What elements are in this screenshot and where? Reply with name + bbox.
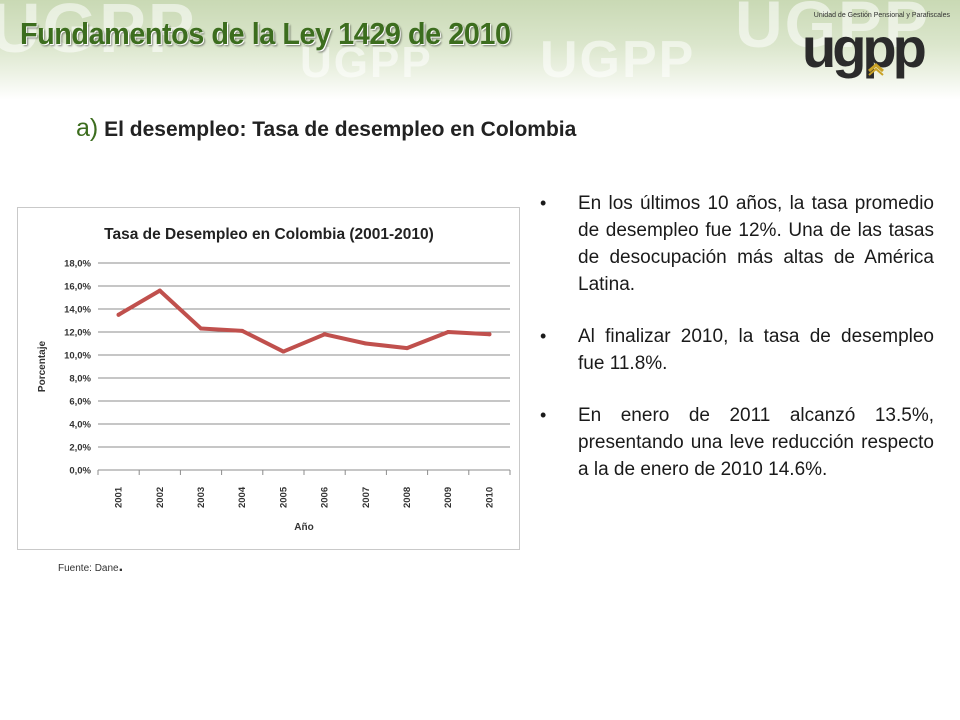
data-point (281, 349, 286, 354)
bullet-icon: • (540, 326, 547, 346)
x-tick-label: 2009 (443, 487, 454, 508)
section-letter: a) (76, 114, 99, 142)
series-line (116, 288, 492, 354)
data-point (199, 326, 203, 331)
y-tick-label: 8,0% (69, 374, 91, 385)
x-tick-label: 2006 (320, 487, 331, 508)
bullet-item: • En enero de 2011 alcanzó 13.5%, present… (540, 402, 934, 483)
source-text: Fuente: Dane (58, 563, 119, 574)
y-tick-label: 14,0% (64, 305, 91, 316)
y-tick-label: 0,0% (69, 466, 91, 477)
section-subtitle: a) El desempleo: Tasa de desempleo en Co… (76, 114, 576, 143)
data-point (446, 330, 451, 334)
y-tick-label: 18,0% (64, 259, 91, 270)
chart-svg: 0,0% 2,0% 4,0% 6,0% 8,0% 10,0% 12,0% 14,0% 16,0%… (37, 226, 511, 533)
bullet-item: • Al finalizar 2010, la tasa de desempleo… (540, 323, 934, 377)
chevron-icon (868, 63, 884, 76)
x-tick-label: 2007 (361, 487, 372, 508)
data-point (487, 332, 492, 337)
bullet-text: En los últimos 10 años, la tasa promedio… (578, 193, 934, 295)
ugpp-logo: Unidad de Gestión Pensional y Parafiscal… (800, 12, 950, 82)
y-tick-label: 10,0% (64, 351, 91, 362)
x-tick-label: 2004 (237, 486, 248, 508)
watermark: UGPP (735, 0, 931, 61)
unemployment-chart: 0,0% 2,0% 4,0% 6,0% 8,0% 10,0% 12,0% 14,0% 16,0%… (17, 207, 520, 550)
x-tick-label: 2001 (114, 486, 125, 508)
y-axis-label: Porcentaje (37, 340, 48, 392)
x-tick-label: 2005 (278, 486, 289, 508)
bullet-list: • En los últimos 10 años, la tasa promedi… (540, 190, 934, 508)
logo-wordmark: ugpp (802, 16, 927, 79)
header-band: UGPP UGPP UGPP UGPP (0, 0, 960, 100)
watermark: UGPP (0, 0, 197, 67)
slide-title: Fundamentos de la Ley 1429 de 2010 (20, 16, 511, 51)
watermark: UGPP (540, 31, 696, 89)
x-axis-label: Año (294, 522, 313, 533)
bullet-item: • En los últimos 10 años, la tasa promedi… (540, 190, 934, 298)
y-tick-label: 2,0% (69, 443, 91, 454)
bullet-icon: • (540, 193, 547, 213)
bullet-text: Al finalizar 2010, la tasa de desempleo … (578, 326, 934, 374)
logo-caption: Unidad de Gestión Pensional y Parafiscal… (813, 12, 950, 19)
y-tick-label: 4,0% (69, 420, 91, 431)
section-subtitle-text: El desempleo: Tasa de desempleo en Colom… (104, 118, 577, 141)
data-point (116, 312, 121, 317)
y-tick-label: 12,0% (64, 328, 91, 339)
watermark: UGPP (300, 38, 433, 87)
x-tick-label: 2008 (402, 487, 413, 508)
data-point (322, 332, 327, 337)
bullet-icon: • (540, 405, 547, 425)
source-note: Fuente: Dane. (58, 558, 124, 575)
data-point (363, 341, 368, 346)
x-tick-label: 2002 (155, 487, 166, 508)
x-tick-label: 2010 (484, 487, 495, 508)
data-point (157, 288, 162, 293)
data-point (405, 346, 409, 351)
x-tick-label: 2003 (196, 487, 207, 508)
bullet-text: En enero de 2011 alcanzó 13.5%, presenta… (578, 405, 934, 480)
chart-title: Tasa de Desempleo en Colombia (2001-2010… (104, 226, 434, 243)
y-tick-label: 16,0% (64, 282, 91, 293)
y-tick-label: 6,0% (69, 397, 91, 408)
data-point (240, 328, 245, 333)
